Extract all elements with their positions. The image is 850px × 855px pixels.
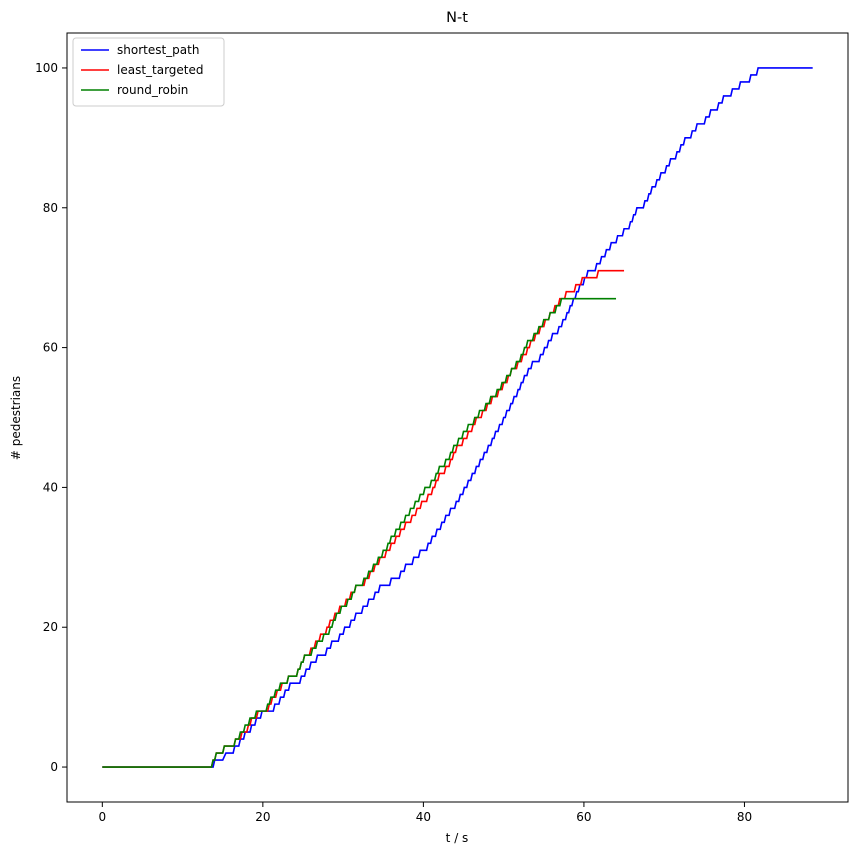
legend-label: round_robin — [117, 83, 188, 97]
y-axis-label: # pedestrians — [9, 376, 23, 460]
legend-label: least_targeted — [117, 63, 204, 77]
series-line-round-robin — [102, 297, 617, 768]
plot-frame — [66, 32, 849, 803]
chart-title: N-t — [446, 10, 468, 26]
x-tick-label: 0 — [98, 810, 106, 824]
x-tick-label: 60 — [576, 810, 591, 824]
y-tick-label: 80 — [43, 201, 58, 215]
x-axis-label: t / s — [446, 831, 469, 845]
series-line-least-targeted — [102, 269, 625, 768]
legend-box — [72, 37, 225, 107]
series-line-shortest-path — [102, 67, 813, 768]
y-tick-label: 40 — [43, 480, 58, 494]
y-axis: 0 20 40 60 80 100 — [35, 61, 67, 774]
y-tick-label: 60 — [43, 341, 58, 355]
y-tick-label: 0 — [50, 760, 58, 774]
y-tick-label: 100 — [35, 61, 58, 75]
x-tick-label: 40 — [416, 810, 431, 824]
x-tick-label: 20 — [255, 810, 270, 824]
legend: shortest_path least_targeted round_robin — [72, 37, 225, 107]
y-tick-label: 20 — [43, 620, 58, 634]
series-layer — [102, 67, 813, 768]
x-tick-label: 80 — [737, 810, 752, 824]
legend-label: shortest_path — [117, 43, 199, 57]
x-axis: 0 20 40 60 80 — [98, 802, 752, 824]
